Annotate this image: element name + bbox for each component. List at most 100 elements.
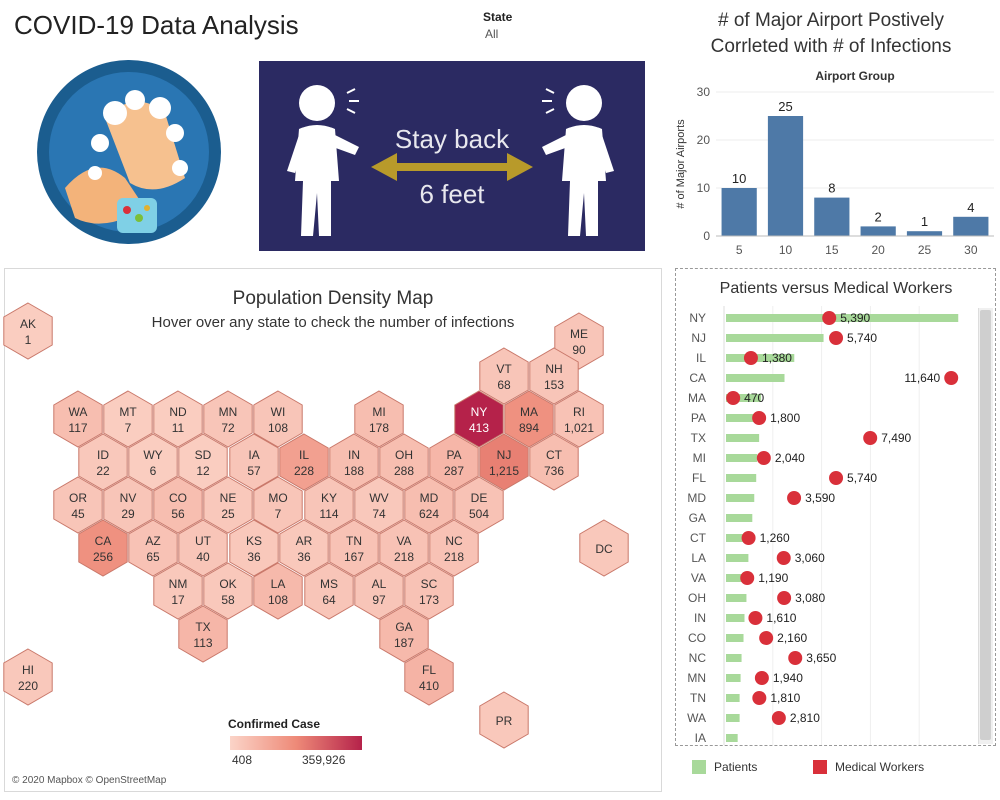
patients-bar[interactable] — [726, 494, 755, 502]
state-hex-mo[interactable]: MO 7 — [253, 476, 303, 534]
hex-shape[interactable] — [504, 390, 554, 448]
patients-bar[interactable] — [726, 694, 740, 702]
hex-shape[interactable] — [379, 433, 429, 491]
hex-shape[interactable] — [279, 519, 329, 577]
state-hex-ky[interactable]: KY 114 — [304, 476, 354, 534]
state-hex-wv[interactable]: WV 74 — [354, 476, 404, 534]
hex-shape[interactable] — [379, 519, 429, 577]
medical-workers-dot[interactable] — [756, 451, 771, 465]
hex-state-map[interactable]: AK 1 ME 90 VT 68 NH 153 WA 117 MT 7 ND 11 MN 72 WI 108 MI 1… — [0, 0, 662, 795]
hex-shape[interactable] — [529, 433, 579, 491]
hex-shape[interactable] — [103, 476, 153, 534]
patients-bar[interactable] — [726, 554, 749, 562]
hex-shape[interactable] — [554, 390, 604, 448]
patients-bar[interactable] — [726, 674, 741, 682]
patients-bar[interactable] — [726, 454, 758, 462]
state-hex-ut[interactable]: UT 40 — [178, 519, 228, 577]
patients-bar[interactable] — [726, 374, 785, 382]
patients-bar[interactable] — [726, 734, 738, 742]
hex-shape[interactable] — [229, 519, 279, 577]
medical-workers-dot[interactable] — [743, 351, 758, 365]
state-hex-ne[interactable]: NE 25 — [203, 476, 253, 534]
state-hex-nm[interactable]: NM 17 — [153, 562, 203, 620]
medical-workers-dot[interactable] — [822, 311, 837, 325]
state-hex-sc[interactable]: SC 173 — [404, 562, 454, 620]
airport-bar-chart[interactable]: Airport Group # of Major Airports 0 10 20 30 1… — [670, 66, 996, 260]
state-hex-nd[interactable]: ND 11 — [153, 390, 203, 448]
state-hex-ak[interactable]: AK 1 — [3, 302, 53, 360]
patients-bar[interactable] — [726, 434, 760, 442]
hex-shape[interactable] — [78, 519, 128, 577]
state-hex-ny[interactable]: NY 413 — [454, 390, 504, 448]
state-hex-ks[interactable]: KS 36 — [229, 519, 279, 577]
state-hex-ia[interactable]: IA 57 — [229, 433, 279, 491]
hex-shape[interactable] — [479, 691, 529, 749]
state-hex-md[interactable]: MD 624 — [404, 476, 454, 534]
hex-shape[interactable] — [153, 476, 203, 534]
state-hex-az[interactable]: AZ 65 — [128, 519, 178, 577]
patients-workers-chart[interactable]: NY 5,390 NJ 5,740 IL 1,380 CA 11,640 MA 470 PA 1,80… — [676, 300, 976, 745]
state-hex-nj[interactable]: NJ 1,215 — [479, 433, 529, 491]
patients-bar[interactable] — [726, 414, 761, 422]
hex-shape[interactable] — [203, 562, 253, 620]
patients-bar[interactable] — [726, 334, 824, 342]
state-hex-mt[interactable]: MT 7 — [103, 390, 153, 448]
medical-workers-dot[interactable] — [741, 531, 756, 545]
medical-workers-dot[interactable] — [829, 331, 844, 345]
hex-shape[interactable] — [329, 519, 379, 577]
state-hex-ga[interactable]: GA 187 — [379, 605, 429, 663]
hex-shape[interactable] — [178, 605, 228, 663]
scrollbar-thumb[interactable] — [980, 310, 991, 740]
patients-bar[interactable] — [726, 614, 745, 622]
patients-bar[interactable] — [726, 514, 753, 522]
medical-workers-dot[interactable] — [777, 591, 792, 605]
hex-shape[interactable] — [203, 476, 253, 534]
airport-bar[interactable] — [860, 226, 896, 236]
state-hex-oh[interactable]: OH 288 — [379, 433, 429, 491]
state-hex-hi[interactable]: HI 220 — [3, 648, 53, 706]
patients-bar[interactable] — [726, 594, 747, 602]
patients-bar[interactable] — [726, 394, 762, 402]
state-hex-ma[interactable]: MA 894 — [504, 390, 554, 448]
airport-bar[interactable] — [767, 116, 804, 236]
state-hex-wi[interactable]: WI 108 — [253, 390, 303, 448]
state-hex-tn[interactable]: TN 167 — [329, 519, 379, 577]
state-filter-dropdown[interactable]: All — [485, 27, 499, 41]
hex-shape[interactable] — [103, 390, 153, 448]
state-hex-or[interactable]: OR 45 — [53, 476, 103, 534]
medical-workers-dot[interactable] — [752, 691, 767, 705]
state-hex-pr[interactable]: PR — [479, 691, 529, 749]
hex-shape[interactable] — [454, 390, 504, 448]
state-hex-ok[interactable]: OK 58 — [203, 562, 253, 620]
medical-workers-dot[interactable] — [748, 611, 763, 625]
hex-shape[interactable] — [329, 433, 379, 491]
hex-shape[interactable] — [454, 476, 504, 534]
state-hex-sd[interactable]: SD 12 — [178, 433, 228, 491]
state-hex-ms[interactable]: MS 64 — [304, 562, 354, 620]
hex-shape[interactable] — [529, 347, 579, 405]
patients-bar[interactable] — [726, 534, 750, 542]
airport-bar[interactable] — [814, 197, 850, 236]
hex-shape[interactable] — [304, 562, 354, 620]
medical-workers-dot[interactable] — [944, 371, 959, 385]
hex-shape[interactable] — [3, 302, 53, 360]
hex-shape[interactable] — [579, 519, 629, 577]
hex-shape[interactable] — [128, 519, 178, 577]
medical-workers-dot[interactable] — [829, 471, 844, 485]
hex-shape[interactable] — [153, 562, 203, 620]
patients-bar[interactable] — [726, 474, 757, 482]
state-hex-fl[interactable]: FL 410 — [404, 648, 454, 706]
hex-shape[interactable] — [253, 476, 303, 534]
state-hex-de[interactable]: DE 504 — [454, 476, 504, 534]
hex-shape[interactable] — [53, 390, 103, 448]
medical-workers-dot[interactable] — [754, 671, 769, 685]
hex-shape[interactable] — [404, 562, 454, 620]
hex-shape[interactable] — [78, 433, 128, 491]
state-hex-id[interactable]: ID 22 — [78, 433, 128, 491]
state-hex-mn[interactable]: MN 72 — [203, 390, 253, 448]
state-hex-ca[interactable]: CA 256 — [78, 519, 128, 577]
airport-bar[interactable] — [953, 216, 989, 236]
hex-shape[interactable] — [404, 476, 454, 534]
patients-bar[interactable] — [726, 714, 740, 722]
state-hex-vt[interactable]: VT 68 — [479, 347, 529, 405]
